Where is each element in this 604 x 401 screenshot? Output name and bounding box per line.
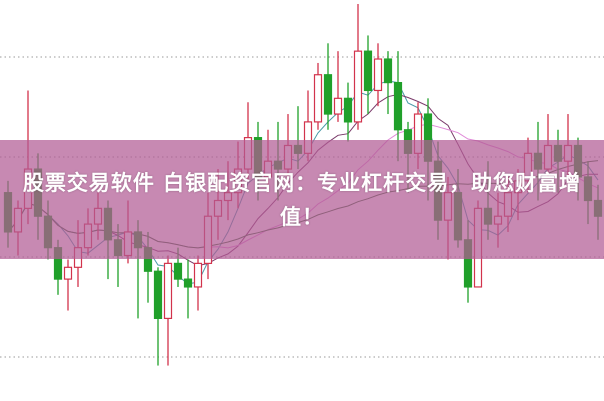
candle-up xyxy=(163,262,173,320)
candle-down xyxy=(383,58,393,84)
candle-down xyxy=(363,50,373,92)
candle-down xyxy=(393,81,403,131)
candle-down xyxy=(183,278,193,288)
banner-text: 股票交易软件 白银配资官网：专业杠杆交易，助您财富增值！ xyxy=(22,170,582,229)
candle-up xyxy=(193,262,203,288)
candle-up xyxy=(63,266,73,280)
candle-down xyxy=(343,97,353,123)
candle-down xyxy=(173,262,183,280)
candle-up xyxy=(333,97,343,115)
candle-down xyxy=(153,270,163,319)
promo-banner: 股票交易软件 白银配资官网：专业杠杆交易，助您财富增值！ xyxy=(0,140,604,259)
candle-up xyxy=(353,50,363,123)
candle-down xyxy=(323,74,333,115)
candle-up xyxy=(373,58,383,92)
candle-up xyxy=(313,74,323,123)
